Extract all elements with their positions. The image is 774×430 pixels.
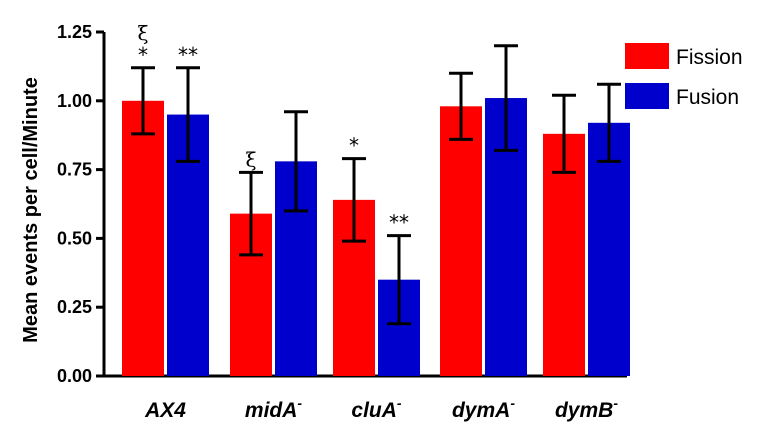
x-tick-label: AX4 <box>144 399 186 422</box>
bar-fission-dymA <box>440 106 482 376</box>
y-tick-label: 0.75 <box>57 160 92 180</box>
x-tick-labels: AX4 midA-cluA-dymA-dymB- <box>144 395 618 422</box>
category-name: dymB <box>555 399 613 422</box>
y-tick-label: 1.00 <box>57 91 92 111</box>
bar-fusion-dymB <box>588 122 630 376</box>
y-tick-label: 0.25 <box>57 297 92 317</box>
legend: Fission Fusion <box>625 43 743 109</box>
legend-swatch-fusion <box>625 83 669 109</box>
category-superscript: - <box>510 395 515 411</box>
y-tick-label: 1.25 <box>57 22 92 42</box>
legend-label-fusion: Fusion <box>676 86 739 109</box>
significance-mark: * <box>138 43 148 67</box>
x-tick-label: dymA- <box>452 395 515 422</box>
legend-label-fission: Fission <box>676 46 743 69</box>
category-superscript: - <box>397 395 402 411</box>
legend-swatch-fission <box>625 43 669 69</box>
y-axis-label: Mean events per cell/Minute <box>20 77 42 343</box>
x-tick-label: midA- <box>245 395 303 422</box>
xi-mark: ξ <box>245 147 256 171</box>
significance-mark: ** <box>389 211 409 235</box>
category-name: midA <box>245 399 298 422</box>
xi-mark: ξ <box>137 21 148 45</box>
significance-mark: * <box>349 134 359 158</box>
y-tick-label: 0.50 <box>57 228 92 248</box>
category-superscript: - <box>297 395 302 411</box>
category-name: cluA <box>351 399 397 422</box>
x-tick-label: dymB- <box>555 395 618 422</box>
y-tick-label: 0.00 <box>57 366 92 386</box>
x-tick-label: cluA- <box>351 395 402 422</box>
bars: *ξξ***** <box>122 21 630 377</box>
category-name: AX4 <box>144 399 186 422</box>
significance-mark: ** <box>178 43 198 67</box>
category-name: dymA <box>452 399 510 422</box>
bar-fission-AX4 <box>122 100 164 377</box>
bar-fission-dymB <box>543 133 585 376</box>
y-ticks: 0.00 0.25 0.50 0.75 1.00 1.25 <box>57 22 104 386</box>
category-superscript: - <box>613 395 618 411</box>
